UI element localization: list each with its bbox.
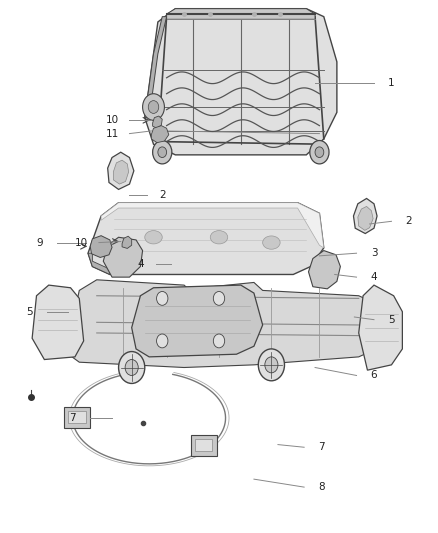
Text: 11: 11 (106, 128, 119, 139)
Ellipse shape (263, 236, 280, 249)
Bar (68, 411, 86, 423)
Text: 4: 4 (137, 259, 144, 269)
Polygon shape (145, 17, 166, 118)
Polygon shape (308, 251, 340, 289)
Polygon shape (152, 116, 162, 128)
Polygon shape (132, 285, 263, 357)
Polygon shape (353, 198, 377, 233)
Polygon shape (68, 280, 376, 368)
Polygon shape (122, 236, 132, 248)
Text: 6: 6 (371, 370, 377, 381)
Text: 10: 10 (106, 115, 119, 125)
Circle shape (213, 334, 225, 348)
Text: 3: 3 (371, 248, 377, 258)
Circle shape (158, 147, 166, 158)
Polygon shape (32, 285, 84, 360)
Text: 9: 9 (37, 238, 43, 247)
Polygon shape (358, 206, 373, 230)
Ellipse shape (145, 231, 162, 244)
Polygon shape (88, 203, 324, 274)
Text: 4: 4 (371, 272, 377, 282)
Polygon shape (359, 285, 403, 370)
Circle shape (310, 141, 329, 164)
Circle shape (315, 147, 324, 158)
Polygon shape (113, 160, 129, 184)
Polygon shape (90, 236, 112, 257)
Text: 5: 5 (388, 314, 395, 325)
Text: 7: 7 (318, 442, 325, 452)
Circle shape (125, 360, 138, 375)
Circle shape (148, 101, 159, 114)
Polygon shape (151, 126, 169, 143)
Bar (64, 407, 90, 428)
Polygon shape (88, 253, 110, 274)
Polygon shape (103, 237, 143, 277)
Text: 10: 10 (75, 238, 88, 247)
Bar (195, 439, 212, 451)
Circle shape (143, 94, 164, 120)
Text: 8: 8 (318, 482, 325, 492)
Text: 1: 1 (388, 78, 395, 88)
Circle shape (265, 357, 278, 373)
Text: 2: 2 (159, 190, 166, 200)
Bar (191, 435, 217, 456)
Circle shape (152, 141, 172, 164)
Circle shape (156, 292, 168, 305)
Circle shape (156, 334, 168, 348)
Polygon shape (166, 9, 315, 19)
Circle shape (119, 352, 145, 383)
Polygon shape (145, 9, 337, 155)
Circle shape (258, 349, 285, 381)
Text: 2: 2 (406, 216, 412, 227)
Text: 5: 5 (26, 306, 32, 317)
Circle shape (213, 292, 225, 305)
Polygon shape (101, 203, 324, 248)
Polygon shape (108, 152, 134, 189)
Ellipse shape (210, 231, 228, 244)
Text: 7: 7 (69, 413, 76, 423)
